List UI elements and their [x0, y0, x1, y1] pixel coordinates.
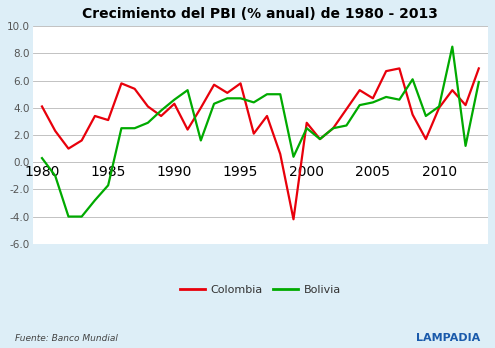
- Text: Fuente: Banco Mundial: Fuente: Banco Mundial: [15, 334, 118, 343]
- Legend: Colombia, Bolivia: Colombia, Bolivia: [176, 280, 345, 299]
- Title: Crecimiento del PBI (% anual) de 1980 - 2013: Crecimiento del PBI (% anual) de 1980 - …: [83, 7, 439, 21]
- Text: LAMPADIA: LAMPADIA: [416, 333, 480, 343]
